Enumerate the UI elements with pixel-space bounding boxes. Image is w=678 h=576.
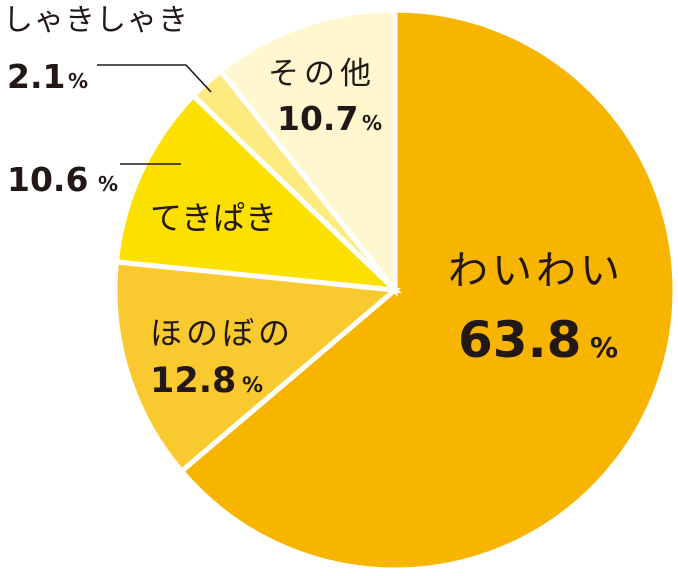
slice-label-sonota: その他 [268, 56, 376, 92]
leader-line-shakishaki [97, 64, 212, 93]
slice-label-shakishaki: しゃきしゃき [3, 3, 189, 38]
slice-value-shakishaki: 2.1 [7, 57, 65, 96]
pie-slice-tekipaki [113, 92, 402, 294]
slice-label-honobono: ほのぼの [150, 314, 294, 352]
pie-slice-sonota [217, 7, 398, 298]
slice-label-waiwai: わいわい [448, 248, 624, 294]
slice-unit-shakishaki: % [68, 69, 88, 93]
slice-value-sonota: 10.7 [277, 99, 358, 138]
slice-unit-waiwai: % [590, 331, 618, 364]
slice-unit-honobono: % [242, 373, 263, 397]
slice-unit-tekipaki: % [98, 172, 118, 196]
slice-value-tekipaki: 10.6 [7, 160, 88, 199]
slice-label-tekipaki: てきぱき [150, 199, 277, 237]
slice-unit-sonota: % [362, 111, 382, 135]
pie-slice-waiwai [177, 7, 678, 573]
slice-value-honobono: 12.8 [150, 361, 236, 401]
pie-slice-honobono [112, 259, 402, 475]
pie-slices [112, 7, 678, 573]
slice-value-waiwai: 63.8 [458, 311, 581, 369]
